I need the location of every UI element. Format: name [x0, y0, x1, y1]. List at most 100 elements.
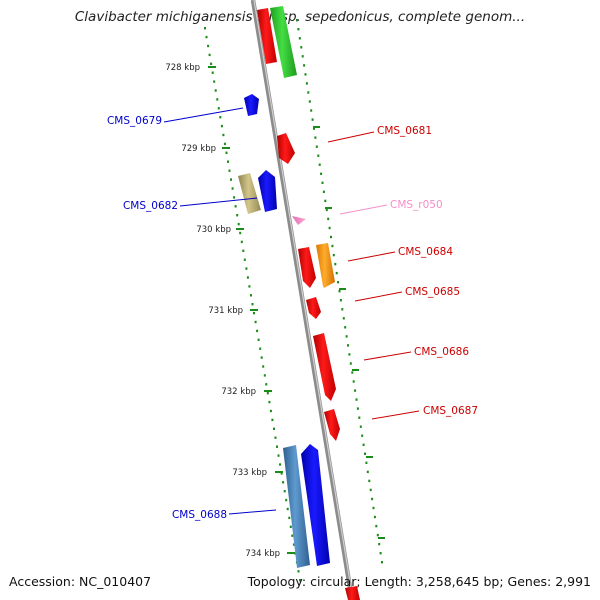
gene-cms-0687[interactable] [324, 409, 340, 441]
gc-track-right [296, 19, 383, 564]
gene-top-red[interactable] [257, 8, 277, 64]
gc-track-left [204, 27, 301, 582]
tick-label: 732 kbp [221, 387, 256, 397]
gene-cms-0679[interactable] [244, 94, 259, 116]
gc-dot [327, 217, 330, 221]
gc-dot [222, 133, 225, 137]
gene-label-text: CMS_r050 [390, 199, 443, 211]
gene-cms-0688[interactable] [301, 444, 330, 566]
label-cms-r050[interactable]: CMS_r050 [339, 199, 443, 215]
gc-dot [296, 19, 298, 22]
gc-dot [273, 427, 275, 430]
gc-dot [379, 552, 382, 555]
gc-dot [263, 374, 266, 377]
gc-dot [358, 416, 361, 419]
gc-dot [254, 320, 257, 324]
gc-dot [297, 570, 300, 573]
label-cms-0681[interactable]: CMS_0681 [327, 125, 432, 143]
gc-dot [381, 561, 383, 564]
gc-dot [365, 461, 368, 464]
gc-dot [330, 235, 332, 239]
gene-orange[interactable] [316, 243, 335, 288]
gene-top-green[interactable] [270, 6, 297, 78]
gc-dot [354, 389, 357, 392]
label-cms-0686[interactable]: CMS_0686 [363, 346, 469, 361]
gc-dot [257, 338, 260, 341]
gc-dot [328, 226, 331, 230]
gc-dot [342, 317, 345, 320]
gene-cms-r050[interactable] [292, 216, 306, 225]
gc-dot [298, 37, 301, 40]
gc-dot [282, 481, 285, 484]
label-leader-line [371, 410, 420, 420]
label-leader-line [228, 509, 277, 515]
gc-dot [219, 116, 222, 119]
genome-summary-text: Topology: circular; Length: 3,258,645 bp… [247, 574, 591, 589]
gene-cms-0686[interactable] [313, 333, 336, 401]
gc-dot [262, 365, 265, 368]
gene-cms-0681[interactable] [277, 133, 295, 164]
gc-dot [378, 542, 381, 546]
gc-dot [234, 205, 237, 208]
gc-dot [256, 329, 259, 333]
gene-label-text: CMS_0684 [398, 246, 453, 258]
gc-dot [207, 44, 210, 48]
gc-dot [240, 240, 243, 244]
gc-dot [233, 196, 236, 199]
tick-729: 729 kbp [181, 144, 230, 154]
gc-dot [259, 347, 262, 350]
gc-dot [322, 190, 325, 193]
gc-dot [348, 353, 351, 356]
label-cms-0679[interactable]: CMS_0679 [107, 107, 244, 127]
label-leader-line [363, 351, 412, 361]
gc-dot [339, 299, 342, 302]
tick-label: 733 kbp [232, 468, 267, 478]
gc-dot [355, 398, 358, 401]
right-track-ticks [313, 126, 385, 539]
tick-label: 729 kbp [181, 144, 216, 154]
label-leader-line [327, 131, 375, 143]
gc-dot [347, 344, 349, 347]
gc-dot [286, 507, 289, 511]
gc-dot [349, 362, 352, 365]
label-cms-0684[interactable]: CMS_0684 [347, 246, 453, 262]
gc-dot [248, 285, 251, 288]
gc-dot [236, 214, 239, 217]
label-cms-0687[interactable]: CMS_0687 [371, 405, 478, 420]
gc-dot [260, 356, 263, 359]
gc-dot [317, 154, 320, 157]
gc-dot [303, 64, 306, 67]
gc-dot [356, 407, 359, 410]
gc-dot [314, 136, 317, 139]
gc-dot [208, 53, 211, 57]
gc-dot [292, 543, 295, 546]
gene-cms-0684[interactable] [298, 247, 316, 288]
gc-dot [352, 380, 355, 383]
gene-steel[interactable] [283, 445, 310, 568]
gc-dot [283, 490, 286, 493]
gc-dot [335, 271, 338, 275]
gene-label-text: CMS_0679 [107, 115, 162, 127]
gc-dot [277, 454, 280, 457]
gene-cms-0685[interactable] [306, 297, 321, 319]
gc-dot [280, 472, 283, 475]
gc-dot [211, 71, 214, 74]
gc-dot [332, 253, 335, 257]
tick-label: 730 kbp [196, 225, 231, 235]
label-cms-0682[interactable]: CMS_0682 [123, 197, 258, 212]
label-cms-0685[interactable]: CMS_0685 [354, 286, 460, 302]
gc-dot [276, 445, 278, 448]
gc-dot [214, 89, 217, 92]
gene-olive[interactable] [238, 173, 261, 214]
label-cms-0688[interactable]: CMS_0688 [172, 509, 277, 521]
gene-cms-0682[interactable] [258, 170, 277, 212]
gc-dot [311, 118, 314, 121]
gc-dot [324, 199, 327, 203]
tick-731: 731 kbp [208, 306, 258, 316]
label-leader-line [179, 197, 258, 207]
gc-dot [243, 258, 246, 261]
gc-dot [310, 109, 313, 112]
gene-label-text: CMS_0685 [405, 286, 460, 298]
gc-dot [362, 443, 365, 446]
gene-bottom-red[interactable] [345, 586, 360, 600]
